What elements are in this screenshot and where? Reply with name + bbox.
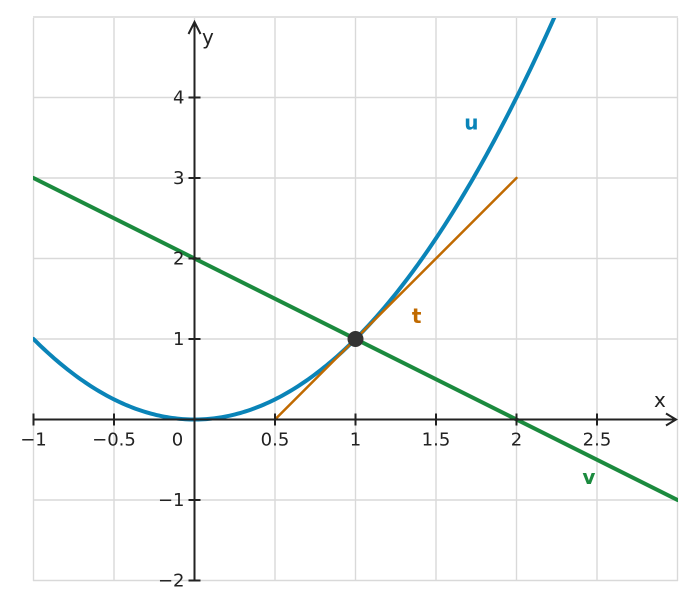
intersection-point: [347, 331, 364, 347]
curve-label-u: u: [464, 111, 478, 135]
axes: [33, 19, 678, 581]
y-tick-label: 1: [173, 329, 184, 350]
x-axis-arrow: [665, 412, 678, 427]
y-tick-label: 3: [173, 168, 184, 189]
markers-layer: [347, 331, 364, 347]
x-tick-label: 1: [350, 430, 361, 451]
y-tick-label: 4: [173, 88, 184, 109]
series-t-line: [273, 176, 518, 421]
x-tick-label: 2: [511, 430, 522, 451]
y-tick-label: 2: [173, 249, 184, 270]
y-tick-label: −1: [158, 490, 185, 511]
curve-label-v: v: [582, 465, 595, 489]
x-tick-label: 2.5: [583, 430, 612, 451]
x-tick-label: −0.5: [92, 430, 136, 451]
x-tick-label: 0: [172, 430, 183, 451]
curve-labels: u t v: [412, 111, 596, 489]
y-axis-label: y: [202, 25, 214, 49]
curve-label-t: t: [412, 304, 422, 328]
x-tick-label: −1: [20, 430, 47, 451]
x-tick-label: 1.5: [422, 430, 451, 451]
x-tick-label: 0.5: [261, 430, 290, 451]
grid-lines: [32, 16, 679, 582]
y-axis-arrow: [187, 19, 202, 35]
series-u-line: [33, 18, 557, 422]
x-axis-label: x: [654, 388, 666, 412]
y-tick-label: −2: [158, 571, 185, 592]
ticks-layer: −1 −0.5 0 0.5 1 1.5 2 2.5 −2 −1 1 2 3 4: [20, 88, 611, 592]
